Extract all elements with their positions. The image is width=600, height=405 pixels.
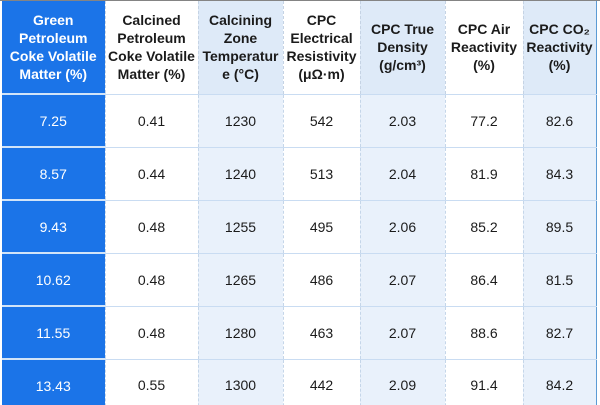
table-cell: 84.2 — [522, 358, 596, 405]
header-row: Green Petroleum Coke Volatile Matter (%)… — [2, 1, 596, 94]
table-cell: 1230 — [197, 93, 283, 147]
row-key-cell: 13.43 — [2, 358, 105, 405]
table-cell: 2.07 — [359, 252, 445, 306]
table-cell: 1280 — [197, 305, 283, 359]
table-body: 7.25 0.41 1230 542 2.03 77.2 82.6 8.57 0.44 1240 5… — [2, 93, 596, 405]
table-cell: 2.06 — [359, 199, 445, 253]
row-key-cell: 8.57 — [2, 146, 105, 200]
row-key-cell: 7.25 — [2, 93, 105, 147]
table-cell: 2.03 — [359, 93, 445, 147]
row-key-cell: 10.62 — [2, 252, 105, 306]
table-cell: 0.55 — [104, 358, 198, 405]
table-cell: 82.7 — [522, 305, 596, 359]
column-header-cpc-air-reactivity: CPC Air Reactivity (%) — [444, 1, 523, 94]
column-header-green-coke-volatile-matter: Green Petroleum Coke Volatile Matter (%) — [2, 1, 105, 94]
row-key-cell: 11.55 — [2, 305, 105, 359]
table-cell: 86.4 — [444, 252, 523, 306]
table-cell: 1240 — [197, 146, 283, 200]
table-cell: 0.48 — [104, 199, 198, 253]
table-cell: 1255 — [197, 199, 283, 253]
table-cell: 1300 — [197, 358, 283, 405]
table-header: Green Petroleum Coke Volatile Matter (%)… — [2, 1, 596, 94]
table-cell: 2.09 — [359, 358, 445, 405]
table-row: 11.55 0.48 1280 463 2.07 88.6 82.7 — [2, 305, 596, 359]
table-cell: 2.04 — [359, 146, 445, 200]
column-header-calcined-coke-volatile-matter: Calcined Petroleum Coke Volatile Matter … — [104, 1, 198, 94]
table-cell: 0.48 — [104, 252, 198, 306]
table-cell: 88.6 — [444, 305, 523, 359]
table-cell: 0.41 — [104, 93, 198, 147]
column-header-cpc-true-density: CPC True Density (g/cm³) — [359, 1, 445, 94]
table-cell: 0.48 — [104, 305, 198, 359]
table-row: 7.25 0.41 1230 542 2.03 77.2 82.6 — [2, 93, 596, 147]
table-cell: 542 — [282, 93, 360, 147]
table-cell: 463 — [282, 305, 360, 359]
top-border-line — [0, 0, 600, 1]
table-row: 9.43 0.48 1255 495 2.06 85.2 89.5 — [2, 199, 596, 253]
table-cell: 81.5 — [522, 252, 596, 306]
table-cell: 77.2 — [444, 93, 523, 147]
table-cell: 91.4 — [444, 358, 523, 405]
table-cell: 85.2 — [444, 199, 523, 253]
table-cell: 84.3 — [522, 146, 596, 200]
table-cell: 495 — [282, 199, 360, 253]
row-key-cell: 9.43 — [2, 199, 105, 253]
table-cell: 513 — [282, 146, 360, 200]
column-header-cpc-electrical-resistivity: CPC Electrical Resistivity (μΩ·m) — [282, 1, 360, 94]
table-row: 8.57 0.44 1240 513 2.04 81.9 84.3 — [2, 146, 596, 200]
table-cell: 0.44 — [104, 146, 198, 200]
table-cell: 1265 — [197, 252, 283, 306]
table-cell: 82.6 — [522, 93, 596, 147]
table-cell: 486 — [282, 252, 360, 306]
table-cell: 89.5 — [522, 199, 596, 253]
table-cell: 2.07 — [359, 305, 445, 359]
table-cell: 81.9 — [444, 146, 523, 200]
column-header-cpc-co2-reactivity: CPC CO₂ Reactivity (%) — [522, 1, 596, 94]
table-cell: 442 — [282, 358, 360, 405]
table-row: 10.62 0.48 1265 486 2.07 86.4 81.5 — [2, 252, 596, 306]
column-header-calcining-zone-temperature: Calcining Zone Temperatur e (°C) — [197, 1, 283, 94]
table-row: 13.43 0.55 1300 442 2.09 91.4 84.2 — [2, 358, 596, 405]
